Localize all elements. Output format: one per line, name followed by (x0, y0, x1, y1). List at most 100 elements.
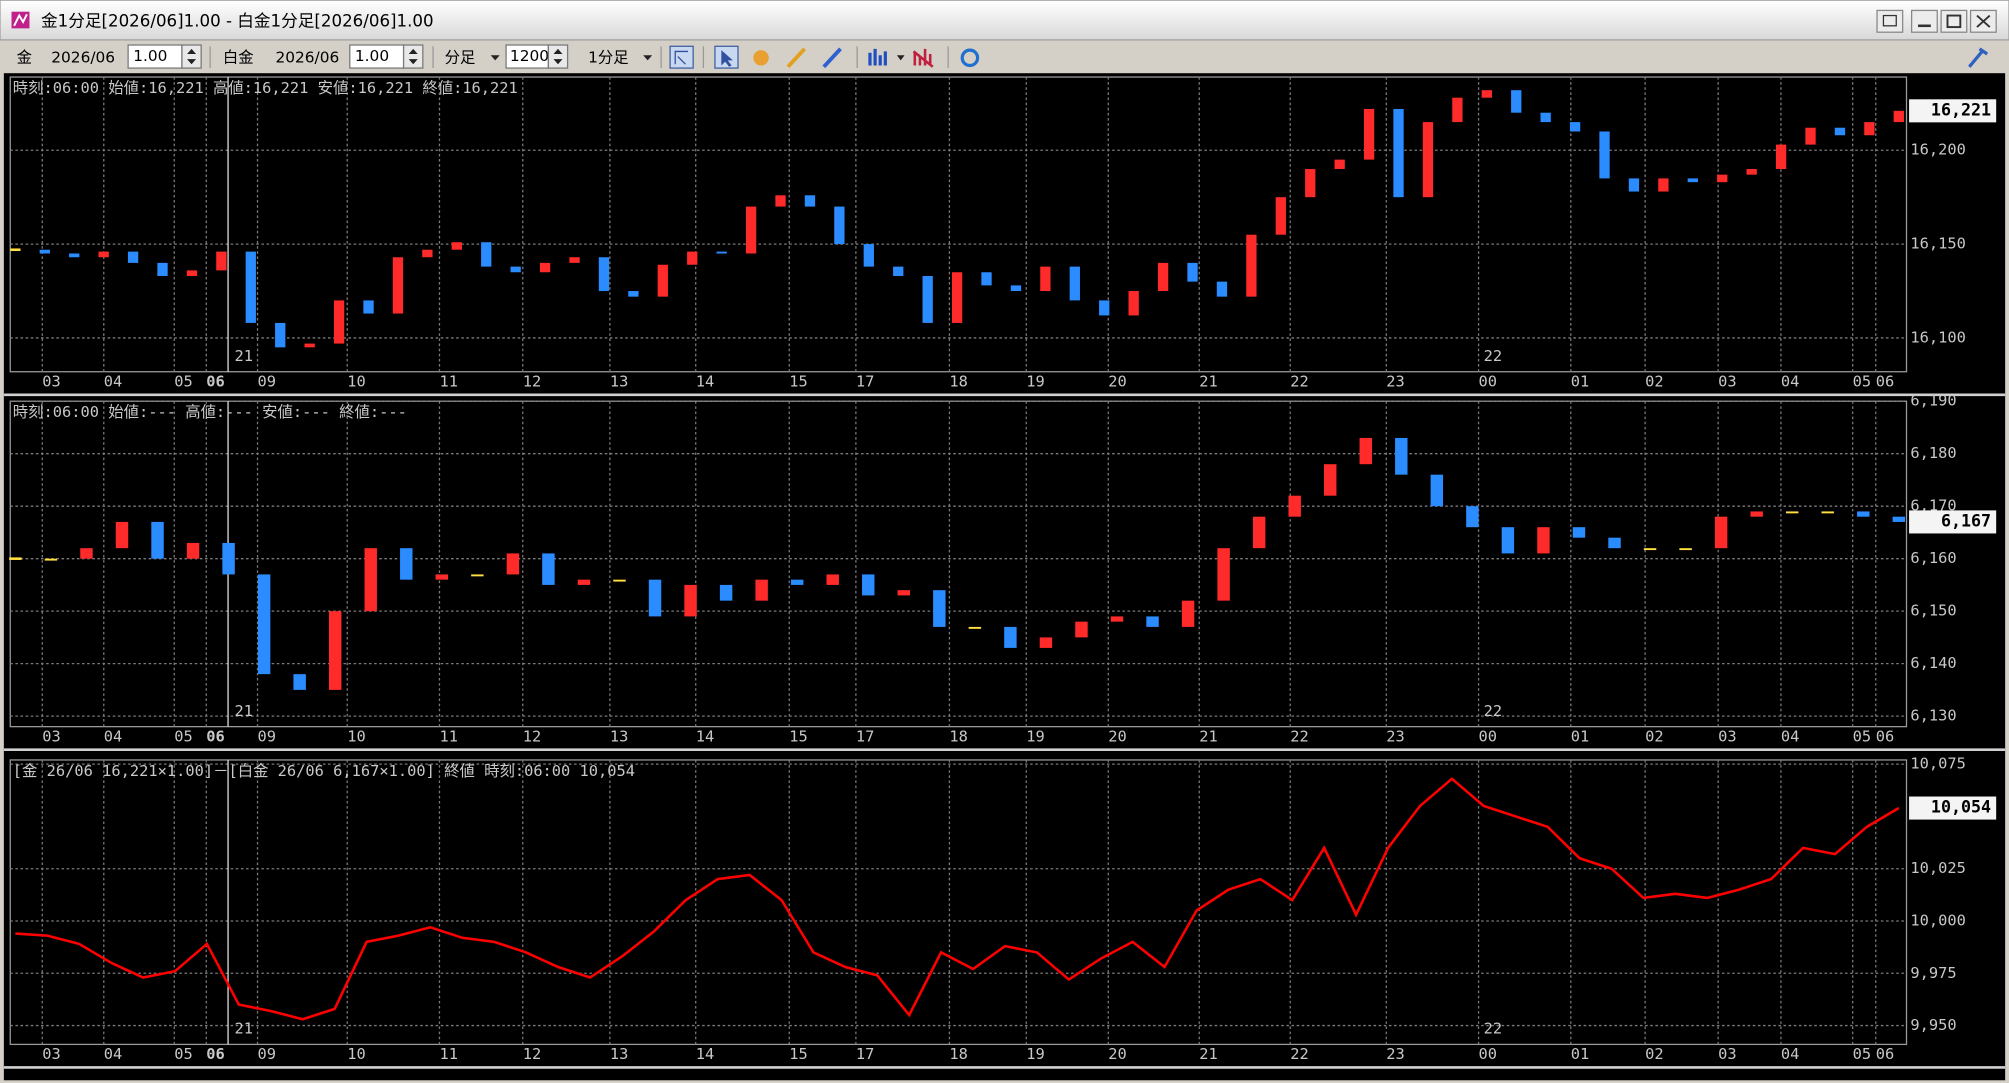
candle (1717, 174, 1728, 183)
candle (1857, 511, 1870, 517)
candle (157, 262, 168, 277)
x-tick-label: 17 (856, 372, 875, 390)
x-tick-label: 10 (347, 727, 366, 745)
candle (775, 195, 786, 207)
interval-select[interactable]: 1分足 (588, 48, 629, 66)
candle (1004, 626, 1017, 648)
candle (510, 266, 521, 273)
x-tick-label: 02 (1645, 1045, 1663, 1063)
candle (1010, 285, 1022, 292)
settings-button[interactable] (1968, 47, 1989, 68)
tool-button[interactable] (669, 45, 694, 69)
unit-select[interactable]: 分足 (445, 48, 476, 66)
candle (1864, 122, 1875, 136)
x-tick-label: 13 (610, 372, 629, 390)
panels: 16,100 16,150 16,200 03 04 05 06 09 10 11 12 13 14 15… (3, 76, 2006, 1069)
x-tick-label: 04 (1781, 727, 1799, 745)
candle (80, 548, 93, 559)
chart-panel: 16,100 16,150 16,200 03 04 05 06 09 10 11 12 13 14 15… (3, 76, 2006, 397)
candle (127, 251, 139, 263)
candle (1658, 178, 1669, 192)
indicator-button[interactable] (912, 48, 934, 68)
x-tick-label: 06 (1876, 372, 1894, 390)
x-tick-label: 15 (789, 1045, 808, 1063)
candle (1395, 437, 1408, 475)
x-tick-label: 03 (42, 727, 61, 745)
x-tick-label: 05 (1853, 372, 1871, 390)
x-tick-label: 04 (1781, 372, 1799, 390)
candle (1750, 511, 1763, 517)
candle (613, 579, 626, 582)
x-tick-label: 20 (1108, 727, 1127, 745)
symbol-1: 金 (17, 48, 32, 66)
candle (539, 262, 551, 273)
candle (1608, 537, 1621, 549)
candle (39, 249, 50, 254)
candle (506, 553, 520, 575)
minimize-button[interactable] (1910, 9, 1938, 33)
candle (569, 257, 580, 263)
hand-button[interactable] (753, 50, 769, 66)
candle (1466, 506, 1479, 528)
candle (333, 300, 345, 344)
tool-icon (674, 50, 689, 65)
candle (1075, 621, 1088, 638)
chart-type-button[interactable] (868, 48, 887, 66)
candle (481, 242, 492, 267)
candle (1537, 527, 1550, 554)
x-tick-label: 11 (439, 372, 458, 390)
candle (1599, 131, 1610, 179)
candle (1452, 97, 1463, 123)
x-tick-label: 17 (856, 727, 875, 745)
x-tick-label: 20 (1108, 1045, 1127, 1063)
candle (862, 574, 875, 596)
restore-button[interactable] (1876, 9, 1904, 33)
x-tick-label: 02 (1645, 727, 1663, 745)
app-icon (11, 11, 30, 29)
x-tick-label: 22 (1290, 727, 1309, 745)
marker-button[interactable] (822, 47, 842, 69)
x-tick-label: 21 (1199, 727, 1218, 745)
candle (435, 574, 449, 580)
plot-frame (9, 76, 1908, 373)
multiplier-2-spinner[interactable] (402, 44, 424, 69)
y-tick-label: 10,075 (1910, 755, 1965, 773)
count-spinner[interactable] (547, 44, 569, 69)
y-tick-label: 9,950 (1910, 1016, 1956, 1034)
candle (1252, 516, 1266, 549)
multiplier-1-spinner[interactable] (181, 44, 202, 69)
panel-header: 時刻:06:00 始値:16,221 高値:16,221 安値:16,221 終… (13, 79, 518, 97)
month-2: 2026/06 (275, 48, 339, 66)
x-tick-label: 13 (610, 727, 629, 745)
candle (826, 574, 839, 585)
candle (1181, 600, 1195, 627)
chart-panel: 6,130 6,140 6,150 6,160 6,170 6,180 6,190 03 04 0… (3, 392, 2006, 751)
count: 1200 (510, 47, 549, 65)
multiplier-1: 1.00 (133, 47, 167, 65)
last-value-box (1909, 796, 1997, 820)
candle (1305, 169, 1316, 198)
candle (151, 521, 164, 559)
candle (1334, 159, 1345, 170)
pen-button[interactable] (786, 47, 807, 69)
x-tick-label: 00 (1479, 372, 1497, 390)
x-tick-label: 10 (347, 372, 366, 390)
x-tick-label: 05 (1853, 727, 1871, 745)
candle (216, 251, 227, 271)
candle (687, 251, 698, 265)
refresh-button[interactable] (960, 48, 980, 68)
candle (275, 322, 286, 348)
last-value-label: 6,167 (1941, 511, 1991, 530)
maximize-button[interactable] (1940, 9, 1968, 33)
candle (1569, 122, 1581, 132)
candle (1687, 178, 1698, 183)
x-tick-label: 13 (610, 1045, 629, 1063)
candle (328, 611, 342, 690)
candle (834, 206, 845, 245)
candle (1216, 281, 1228, 297)
candle (115, 521, 129, 549)
x-tick-label: 10 (347, 1045, 366, 1063)
last-value-label: 10,054 (1931, 798, 1991, 817)
x-tick-label: 09 (258, 1045, 277, 1063)
